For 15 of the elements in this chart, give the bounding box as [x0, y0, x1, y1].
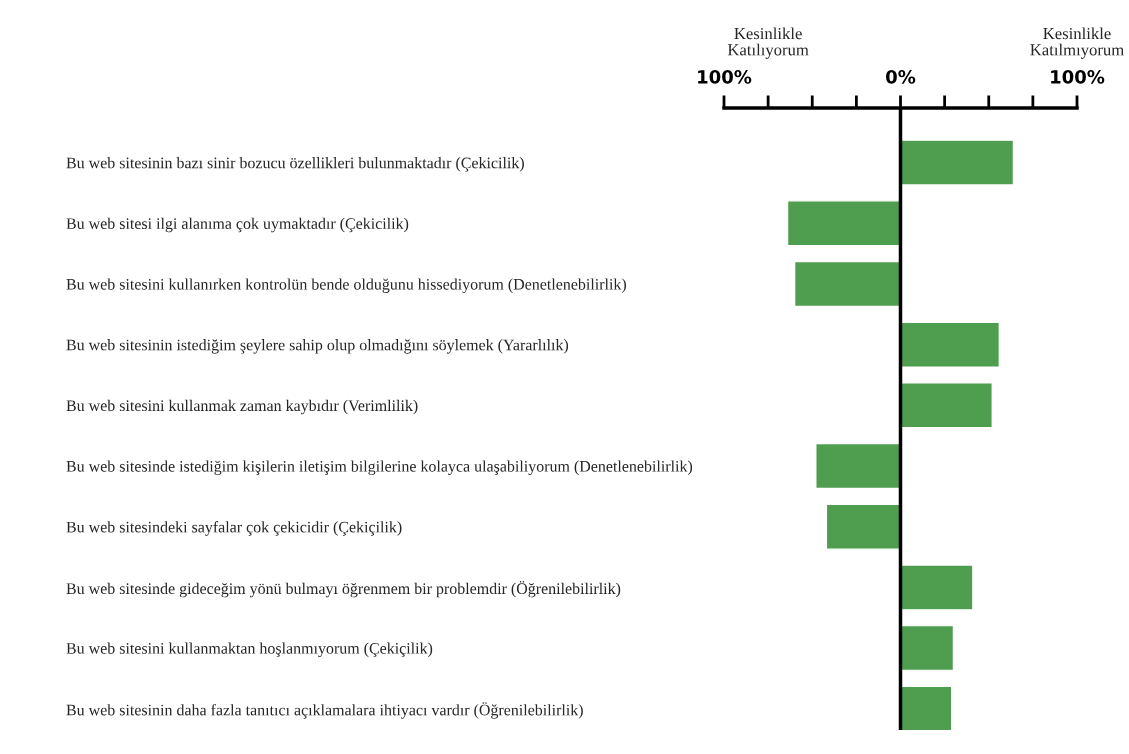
y-tick-label: Bu web sitesinde gideceğim yönü bulmayı öğrenmem bir problemdir (Öğrenilebilirlik) — [66, 580, 621, 598]
y-tick-label: Bu web sitesi ilgi alanıma çok uymaktadır (Çekicilik) — [66, 217, 409, 233]
x-tick-label: 100% — [698, 70, 752, 84]
y-tick-label: Bu web sitesindeki sayfalar çok çekicidir (Çekiçilik) — [66, 521, 402, 536]
text: Kesinlikle Katılıyorum — [727, 27, 809, 59]
y-tick-label: Bu web sitesinin bazı sinir bozucu özellikleri bulunmaktadır (Çekicilik) — [66, 157, 524, 172]
y-tick-label: Bu web sitesinde istediğim kişilerin iletişim bilgilerine kolayca ulaşabiliyorum (Denetlenebilirlik) — [66, 460, 693, 476]
text: Kesinlikle Katılmıyorum — [1030, 27, 1124, 59]
x-tick-label: 100% — [1051, 70, 1105, 84]
x-tick-label: 0% — [886, 70, 916, 84]
y-tick-label: Bu web sitesini kullanırken kontrolün bende olduğunu hissediyorum (Denetlenebilirlik) — [66, 278, 626, 293]
y-tick-label: Bu web sitesini kullanmak zaman kaybıdır (Verimlilik) — [66, 399, 418, 415]
y-tick-label: Bu web sitesinin daha fazla tanıtıcı açıklamalara ihtiyacı vardır (Öğrenilebilirlik) — [66, 702, 583, 719]
y-tick-label: Bu web sitesinin istediğim şeylere sahip olup olmadığını söylemek (Yararlılık) — [66, 339, 569, 354]
y-tick-label: Bu web sitesini kullanmaktan hoşlanmıyorum (Çekiçilik) — [66, 642, 433, 658]
